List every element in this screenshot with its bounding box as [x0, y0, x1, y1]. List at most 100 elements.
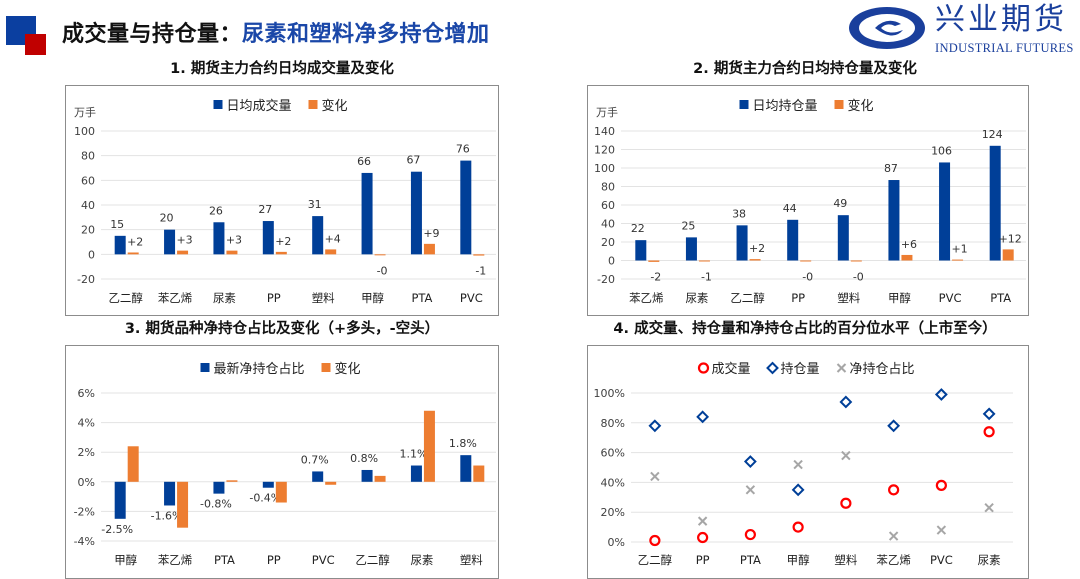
bar-primary	[460, 160, 472, 255]
bar-value-label: 20	[160, 212, 174, 225]
change-value-label: +6	[901, 238, 917, 251]
point-circle	[697, 531, 709, 544]
bar-primary	[989, 145, 1001, 261]
x-stroke	[836, 363, 847, 373]
legend-label: 持仓量	[781, 362, 820, 377]
point-diamond	[934, 388, 948, 401]
bar-change	[374, 475, 386, 482]
bar-change	[850, 260, 862, 262]
y-tick-label: 20%	[601, 506, 625, 519]
legend-swatch	[200, 363, 210, 372]
title-prefix: 成交量与持仓量：	[62, 22, 243, 47]
change-value-label: -1	[701, 271, 712, 284]
bar-primary	[262, 481, 274, 488]
bar-change	[127, 446, 139, 482]
y-tick-label: 40%	[601, 476, 625, 489]
bar-value-label: -1.6%	[151, 509, 183, 522]
x-tick-label: 塑料	[460, 553, 483, 567]
y-tick-label: 80	[81, 150, 95, 163]
company-logo: 兴业期货 INDUSTRIAL FUTURES	[845, 4, 1077, 56]
legend-label: 最新净持仓占比	[214, 361, 305, 377]
bar-value-label: 106	[931, 144, 952, 157]
bar-primary	[939, 162, 951, 261]
y-tick-label: 60	[601, 199, 615, 212]
bar-change	[800, 260, 812, 262]
legend-swatch	[739, 100, 749, 109]
y-tick-label: 0	[88, 248, 95, 261]
y-tick-label: 80%	[601, 417, 625, 430]
bar-primary	[114, 235, 126, 255]
bar-primary	[262, 221, 274, 255]
x-tick-label: PP	[267, 553, 281, 567]
y-tick-label: 120	[594, 144, 615, 157]
point-circle	[649, 534, 661, 547]
x-tick-label: 塑料	[312, 291, 335, 305]
y-tick-label: 2%	[78, 446, 95, 459]
legend-label: 成交量	[712, 361, 751, 377]
chart4-title: 4. 成交量、持仓量和净持仓占比的百分位水平（上市至今）	[613, 321, 997, 337]
change-value-label: -1	[475, 264, 486, 277]
point-circle	[888, 484, 900, 496]
y-tick-label: 0	[608, 255, 615, 268]
x-tick-label: 尿素	[978, 553, 1001, 567]
bar-value-label: 0.7%	[301, 453, 329, 466]
point-circle	[744, 528, 756, 541]
point-diamond	[648, 419, 662, 433]
bar-primary	[888, 180, 900, 261]
x-tick-label: 塑料	[834, 553, 857, 567]
bar-value-label: 0.8%	[350, 452, 378, 465]
legend-marker-x-icon	[836, 363, 847, 373]
change-value-label: +12	[999, 232, 1022, 245]
change-value-label: +3	[176, 234, 192, 247]
y-tick-label: 100	[594, 162, 615, 175]
bar-change	[749, 259, 761, 261]
chart2-title: 2. 期货主力合约日均持仓量及变化	[693, 61, 917, 77]
change-value-label: -0	[377, 264, 388, 277]
bar-primary	[164, 229, 176, 255]
bar-primary	[361, 172, 373, 255]
y-tick-label: 80	[601, 181, 615, 194]
point-x	[984, 503, 994, 513]
x-tick-label: 甲醇	[888, 291, 911, 305]
change-value-label: +3	[226, 234, 242, 247]
legend-swatch	[213, 100, 223, 109]
bar-value-label: 15	[110, 218, 124, 231]
bar-change	[275, 251, 287, 255]
y-tick-label: 0%	[78, 476, 95, 489]
chart3-title: 3. 期货品种净持仓占比及变化（+多头，-空头）	[124, 321, 440, 337]
bar-primary	[410, 465, 422, 482]
x-tick-label: 尿素	[410, 553, 433, 567]
y-tick-label: 40	[601, 218, 615, 231]
x-tick-label: 塑料	[837, 291, 860, 305]
x-tick-label: PTA	[990, 291, 1011, 305]
bar-value-label: -0.8%	[200, 498, 232, 511]
bar-change	[226, 480, 238, 482]
point-x	[841, 450, 851, 461]
bar-primary	[635, 240, 647, 261]
y-tick-label: 100	[74, 125, 95, 138]
bar-value-label: 66	[357, 155, 371, 168]
y-tick-label: -2%	[74, 505, 95, 518]
x-tick-label: 苯乙烯	[876, 553, 911, 567]
point-diamond	[887, 419, 901, 433]
x-tick-label: 甲醇	[361, 291, 384, 305]
bar-value-label: 22	[631, 222, 645, 235]
x-tick-label: 乙二醇	[638, 553, 673, 567]
x-tick-label: PVC	[939, 291, 962, 305]
point-x	[745, 485, 756, 495]
bar-primary	[164, 481, 176, 506]
bar-value-label: 26	[209, 204, 223, 217]
bar-value-label: 25	[681, 219, 695, 232]
change-value-label: -2	[650, 271, 661, 284]
y-tick-label: 6%	[78, 387, 95, 400]
x-stroke	[745, 485, 756, 495]
bar-change	[901, 254, 913, 261]
point-x	[793, 459, 803, 470]
chart1-title: 1. 期货主力合约日均成交量及变化	[170, 61, 394, 77]
bar-change	[423, 243, 435, 255]
bar-change	[226, 250, 238, 255]
point-diamond	[791, 483, 805, 497]
chart1-volume: -20 0 20 40 60 80 100 万手 乙二醇 苯乙烯 尿素 PP 塑料 甲醇 PTA PVC 日均成…	[65, 85, 499, 316]
